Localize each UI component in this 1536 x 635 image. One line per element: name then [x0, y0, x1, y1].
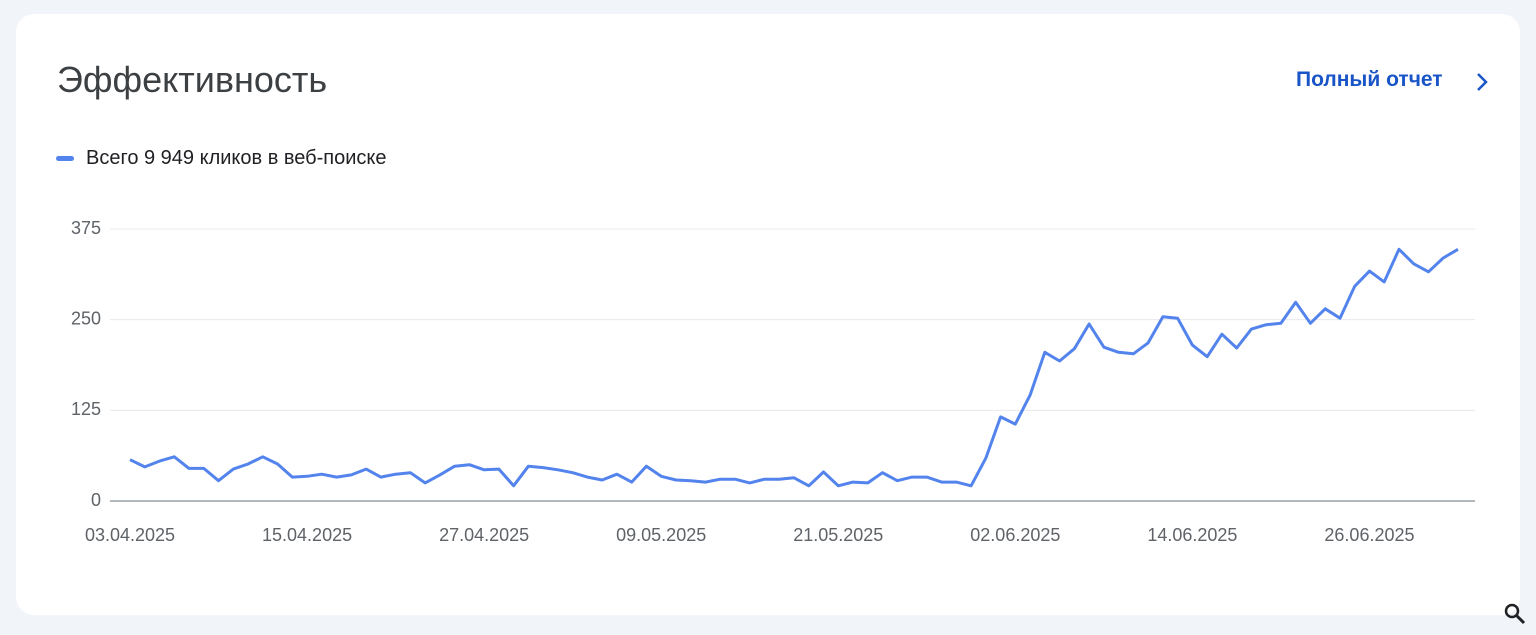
y-tick-label: 375	[71, 218, 101, 238]
performance-card: Эффективность Полный отчет Всего 9 949 к…	[16, 14, 1520, 615]
x-tick-label: 02.06.2025	[970, 525, 1060, 545]
x-tick-label: 09.05.2025	[616, 525, 706, 545]
y-tick-label: 250	[71, 308, 101, 328]
x-tick-label: 27.04.2025	[439, 525, 529, 545]
zoom-icon[interactable]	[1503, 602, 1527, 626]
chevron-icon[interactable]	[1472, 70, 1492, 94]
x-tick-label: 21.05.2025	[793, 525, 883, 545]
full-report-link[interactable]: Полный отчет	[1296, 68, 1443, 91]
series-line	[129, 247, 1459, 488]
legend-label: Всего 9 949 кликов в веб-поиске	[86, 147, 387, 169]
legend: Всего 9 949 кликов в веб-поиске	[56, 147, 387, 170]
x-tick-label: 26.06.2025	[1324, 525, 1414, 545]
x-tick-label: 14.06.2025	[1147, 525, 1237, 545]
y-tick-label: 125	[71, 399, 101, 419]
y-tick-label: 0	[91, 490, 101, 510]
card-title: Эффективность	[57, 59, 328, 100]
x-tick-label: 03.04.2025	[85, 525, 175, 545]
x-tick-label: 15.04.2025	[262, 525, 352, 545]
legend-swatch	[56, 156, 74, 161]
